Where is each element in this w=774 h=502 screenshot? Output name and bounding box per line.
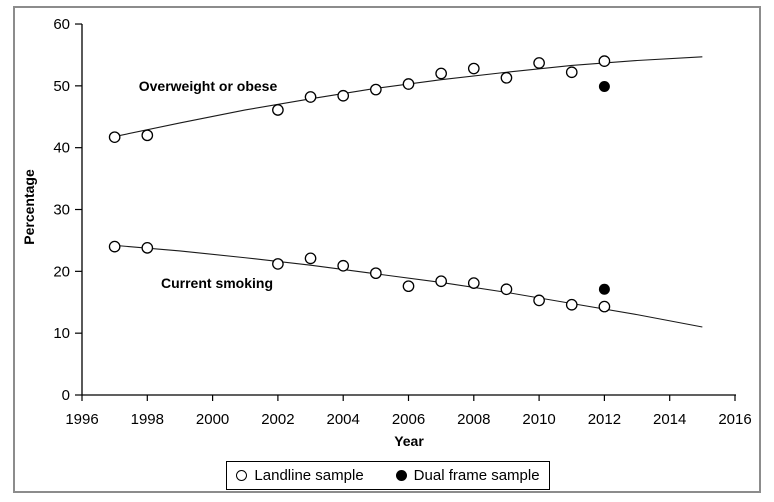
data-point-overweight-or-obese-dual-frame-sample [598, 80, 610, 92]
legend: Landline sample Dual frame sample [226, 461, 550, 490]
data-point-current-smoking-landline-sample [108, 240, 121, 253]
data-point-overweight-or-obese-landline-sample [500, 71, 513, 84]
data-point-current-smoking-landline-sample [533, 294, 545, 307]
y-tick-label: 10 [53, 325, 70, 342]
data-point-overweight-or-obese-landline-sample [108, 131, 121, 144]
data-point-current-smoking-landline-sample [337, 259, 350, 272]
data-point-current-smoking-landline-sample [141, 241, 154, 254]
legend-label-landline: Landline sample [254, 467, 364, 484]
data-point-current-smoking-landline-sample [598, 300, 611, 313]
annotation-overweight-or-obese: Overweight or obese [138, 78, 278, 94]
x-tick-label: 2008 [457, 411, 490, 428]
x-tick-label: 2012 [588, 411, 621, 428]
x-tick-label: 2002 [261, 411, 294, 428]
x-tick-label: 2000 [196, 411, 229, 428]
data-point-overweight-or-obese-landline-sample [272, 104, 284, 116]
data-point-overweight-or-obese-landline-sample [435, 67, 447, 80]
x-tick-label: 2016 [718, 411, 751, 428]
x-tick-label: 1996 [65, 411, 98, 428]
x-tick-label: 2010 [522, 411, 555, 428]
data-point-overweight-or-obese-landline-sample [141, 129, 154, 142]
x-tick-label: 2014 [653, 411, 686, 428]
data-point-overweight-or-obese-landline-sample [598, 55, 611, 67]
trend-line-overweight-or-obese [114, 56, 703, 138]
data-point-current-smoking-landline-sample [304, 252, 317, 265]
y-tick-label: 0 [62, 387, 70, 404]
y-tick-label: 20 [53, 263, 70, 280]
data-point-overweight-or-obese-landline-sample [369, 83, 382, 96]
data-point-current-smoking-landline-sample [565, 298, 578, 311]
data-point-overweight-or-obese-landline-sample [467, 62, 480, 75]
filled-circle-icon [395, 470, 407, 481]
x-axis-title: Year [394, 433, 424, 449]
open-circle-icon [236, 470, 248, 481]
x-tick-label: 2006 [392, 411, 425, 428]
data-point-current-smoking-landline-sample [272, 258, 284, 270]
data-point-overweight-or-obese-landline-sample [402, 78, 415, 90]
data-point-current-smoking-landline-sample [435, 275, 447, 288]
x-tick-label: 1998 [131, 411, 164, 428]
data-point-overweight-or-obese-landline-sample [533, 57, 545, 69]
legend-item-dual-frame: Dual frame sample [395, 467, 540, 484]
y-tick-label: 40 [53, 140, 70, 157]
data-point-current-smoking-landline-sample [467, 277, 480, 289]
y-tick-label: 50 [53, 78, 70, 95]
data-point-overweight-or-obese-landline-sample [565, 66, 578, 79]
x-tick-label: 2004 [327, 411, 360, 428]
data-point-current-smoking-landline-sample [369, 267, 382, 280]
data-point-current-smoking-landline-sample [402, 280, 415, 293]
data-point-overweight-or-obese-landline-sample [337, 89, 350, 102]
annotation-current-smoking: Current smoking [160, 275, 274, 291]
data-point-overweight-or-obese-landline-sample [304, 91, 317, 103]
y-axis-title: Percentage [21, 169, 37, 245]
legend-item-landline: Landline sample [236, 467, 364, 484]
y-tick-label: 30 [53, 202, 70, 219]
legend-label-dual-frame: Dual frame sample [413, 467, 540, 484]
y-tick-label: 60 [53, 16, 70, 33]
data-point-current-smoking-landline-sample [500, 283, 513, 296]
data-point-current-smoking-dual-frame-sample [598, 283, 610, 295]
